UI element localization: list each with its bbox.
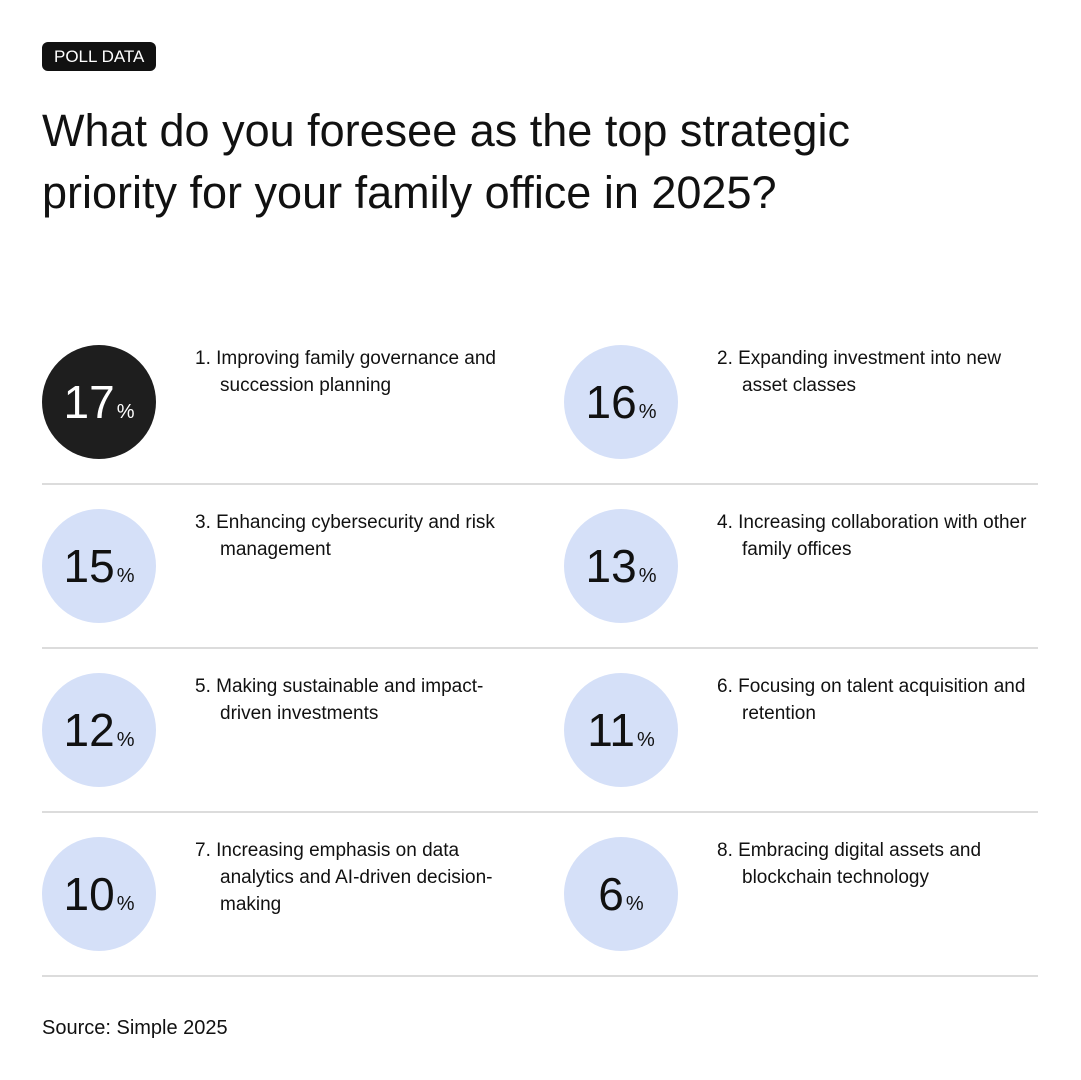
item-label: 6. Focusing on talent acquisition and re… [717, 676, 1026, 724]
divider [42, 975, 1038, 977]
percent-circle: 6% [564, 837, 678, 951]
poll-item: 11% 6. Focusing on talent acquisition and… [564, 673, 1064, 837]
item-label: 2. Expanding investment into new asset c… [717, 348, 1002, 396]
percent-circle: 16% [564, 345, 678, 459]
poll-item: 15% 3. Enhancing cybersecurity and risk m… [42, 509, 542, 673]
percent-unit: % [638, 401, 657, 423]
item-label: 8. Embracing digital assets and blockcha… [717, 840, 982, 888]
percent-circle: 13% [564, 509, 678, 623]
percent-value: 15 [63, 540, 115, 592]
percent-unit: % [625, 893, 644, 915]
divider [42, 811, 1038, 813]
percent-unit: % [116, 401, 135, 423]
item-label: 5. Making sustainable and impact-driven … [195, 676, 484, 724]
percent-value: 10 [63, 868, 115, 920]
percent-value: 12 [63, 704, 115, 756]
percent-unit: % [116, 565, 135, 587]
source: Source: Simple 2025 [42, 1017, 228, 1039]
percent-value: 6 [598, 868, 624, 920]
badge: POLL DATA [42, 42, 157, 71]
item-label: 4. Increasing collaboration with other f… [717, 512, 1027, 560]
percent-circle: 15% [42, 509, 156, 623]
title: What do you foresee as the top strategic… [42, 105, 850, 218]
percent-circle: 12% [42, 673, 156, 787]
percent-unit: % [636, 729, 655, 751]
poll-item: 13% 4. Increasing collaboration with othe… [564, 509, 1064, 673]
poll-item: 12% 5. Making sustainable and impact-driv… [42, 673, 542, 837]
percent-unit: % [116, 729, 135, 751]
percent-circle: 17% [42, 345, 156, 459]
poll-item: 6% 8. Embracing digital assets and blockc… [564, 837, 1064, 1001]
poll-item: 17% 1. Improving family governance and su… [42, 345, 542, 509]
percent-unit: % [638, 565, 657, 587]
percent-circle: 11% [564, 673, 678, 787]
item-label: 7. Increasing emphasis on data analytics… [195, 840, 493, 915]
poll-item: 10% 7. Increasing emphasis on data analyt… [42, 837, 542, 1001]
percent-unit: % [116, 893, 135, 915]
poll-item: 16% 2. Expanding investment into new asse… [564, 345, 1064, 509]
percent-value: 11 [587, 704, 635, 756]
percent-value: 13 [585, 540, 637, 592]
item-label: 1. Improving family governance and succe… [195, 348, 496, 396]
item-label: 3. Enhancing cybersecurity and risk mana… [195, 512, 495, 560]
divider [42, 647, 1038, 649]
divider [42, 483, 1038, 485]
percent-circle: 10% [42, 837, 156, 951]
percent-value: 16 [585, 376, 637, 428]
percent-value: 17 [63, 376, 115, 428]
